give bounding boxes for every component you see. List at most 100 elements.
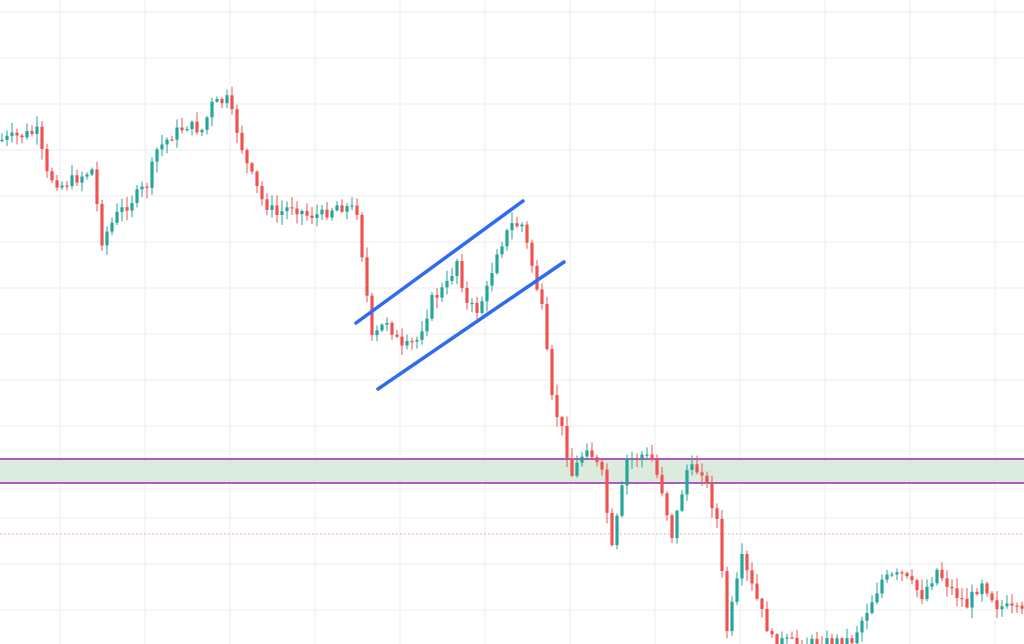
candle-body: [850, 638, 854, 644]
candle-body: [715, 508, 719, 519]
candle-body: [155, 149, 159, 162]
candle: [585, 443, 589, 459]
candle-body: [635, 457, 639, 460]
candle-body: [890, 574, 894, 576]
candle-body: [965, 598, 969, 608]
candle-body: [45, 148, 49, 172]
candle: [1020, 601, 1024, 615]
candle-body: [645, 454, 649, 456]
candle: [80, 171, 84, 192]
candle-body: [120, 207, 124, 212]
candle-body: [990, 593, 994, 601]
candle-body: [900, 572, 904, 574]
candle: [540, 283, 544, 310]
candle-body: [240, 132, 244, 151]
candle: [765, 601, 769, 633]
candle-body: [475, 302, 479, 313]
candle: [565, 416, 569, 467]
candle: [170, 135, 174, 141]
candle: [515, 216, 519, 228]
candle: [105, 226, 109, 255]
candle: [225, 89, 229, 109]
candle: [455, 258, 459, 285]
candle: [850, 635, 854, 644]
candle: [230, 86, 234, 115]
candle: [210, 97, 214, 127]
candle-body: [330, 210, 334, 218]
candle-body: [810, 638, 814, 644]
candle: [355, 198, 359, 220]
candle: [790, 631, 794, 640]
candle: [860, 616, 864, 642]
candle: [875, 582, 879, 605]
candle-body: [600, 461, 604, 470]
candle: [801, 640, 803, 644]
candle-body: [280, 211, 284, 215]
candle-body: [880, 579, 884, 594]
candles: [0, 86, 1024, 644]
candle-body: [570, 458, 574, 476]
candle: [270, 195, 274, 218]
candle-body: [110, 222, 114, 232]
candle: [140, 181, 144, 198]
candle: [825, 630, 829, 644]
candle: [325, 202, 329, 221]
candle: [410, 337, 414, 350]
candle: [215, 96, 219, 103]
candle: [795, 629, 799, 644]
candle: [5, 130, 9, 146]
candle-body: [15, 132, 19, 136]
candle-body: [665, 493, 669, 516]
candle-body: [460, 261, 464, 289]
candle-body: [490, 273, 494, 286]
candle: [30, 125, 34, 137]
candle-body: [445, 280, 449, 288]
candle-body: [225, 95, 229, 104]
candle: [610, 508, 614, 547]
candle: [300, 209, 304, 225]
candle: [400, 328, 404, 356]
candle: [940, 562, 944, 582]
candle-body: [415, 339, 419, 342]
candle: [60, 181, 64, 191]
candle: [990, 591, 994, 603]
candle: [495, 248, 499, 275]
channel-lower-trendline[interactable]: [376, 260, 566, 391]
candle-body: [760, 598, 764, 609]
candle: [965, 587, 969, 609]
candle: [785, 633, 789, 644]
candle-body: [785, 637, 789, 639]
candle: [550, 344, 554, 401]
candle-body: [500, 246, 504, 255]
candle: [250, 161, 254, 175]
candle: [905, 571, 909, 579]
candle-body: [425, 318, 429, 332]
candle: [390, 320, 394, 340]
candle-body: [765, 608, 769, 632]
candle: [520, 221, 524, 233]
candle: [425, 309, 429, 337]
candle-body: [290, 207, 294, 209]
candle: [530, 239, 534, 273]
candle-body: [560, 417, 564, 427]
candle: [1015, 602, 1019, 613]
candle-body: [915, 580, 919, 591]
candle: [265, 192, 269, 216]
channel-upper-trendline[interactable]: [354, 199, 525, 325]
candle-body: [355, 205, 359, 215]
candle-body: [345, 206, 349, 212]
candle-body: [65, 185, 69, 187]
candle-body: [905, 573, 909, 577]
candle-body: [35, 126, 39, 134]
candle: [930, 576, 934, 591]
candle-body: [390, 322, 394, 335]
candle-body: [125, 207, 129, 211]
candle-body: [450, 275, 454, 281]
candle: [660, 467, 664, 497]
candle: [750, 562, 754, 591]
candle: [680, 490, 684, 513]
candle-body: [1000, 606, 1004, 610]
candle-body: [725, 571, 729, 632]
candle: [645, 447, 649, 460]
candle-body: [210, 101, 214, 118]
